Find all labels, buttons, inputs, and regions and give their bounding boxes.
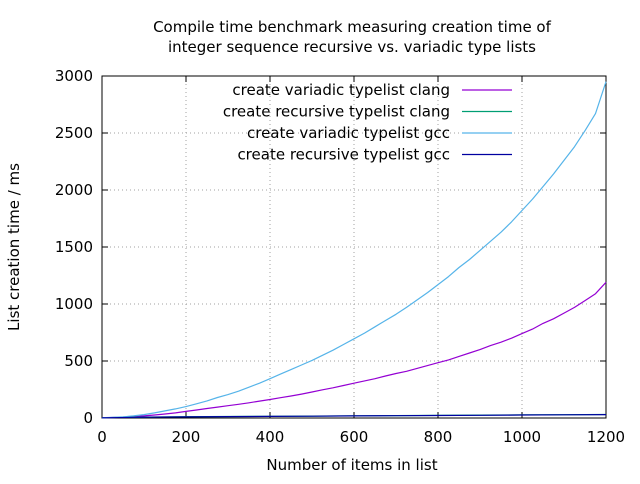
x-tick-label: 0 <box>97 428 107 446</box>
y-tick-label: 1000 <box>55 295 93 313</box>
axis-ticks: 0 200 400 600 800 1000 1200 0 500 1000 1500 2000 250… <box>55 67 625 446</box>
x-tick-label: 800 <box>424 428 453 446</box>
legend-label-1: create variadic typelist clang <box>232 81 450 99</box>
y-tick-label: 2500 <box>55 124 93 142</box>
x-tick-label: 400 <box>256 428 285 446</box>
series-lines <box>101 81 607 419</box>
x-tick-label: 1200 <box>587 428 625 446</box>
legend-label-4: create recursive typelist gcc <box>237 146 450 164</box>
grid-lines <box>102 76 606 418</box>
y-tick-label: 500 <box>64 352 93 370</box>
chart-title: Compile time benchmark measuring creatio… <box>153 18 552 56</box>
chart-title-line-2: integer sequence recursive vs. variadic … <box>168 38 536 56</box>
y-tick-label: 1500 <box>55 238 93 256</box>
series-line-4 <box>101 414 607 419</box>
series-line-1 <box>101 281 607 419</box>
series-line-3 <box>101 81 607 419</box>
legend-label-2: create recursive typelist clang <box>223 103 450 121</box>
x-tick-label: 600 <box>340 428 369 446</box>
y-tick-label: 3000 <box>55 67 93 85</box>
y-tick-label: 2000 <box>55 181 93 199</box>
legend: create variadic typelist clang create rec… <box>223 81 512 164</box>
y-axis-label: List creation time / ms <box>5 163 23 331</box>
x-tick-label: 200 <box>172 428 201 446</box>
y-tick-label: 0 <box>83 409 93 427</box>
x-axis-label: Number of items in list <box>266 456 437 474</box>
legend-label-3: create variadic typelist gcc <box>247 124 450 142</box>
x-tick-label: 1000 <box>503 428 541 446</box>
chart-title-line-1: Compile time benchmark measuring creatio… <box>153 18 552 36</box>
